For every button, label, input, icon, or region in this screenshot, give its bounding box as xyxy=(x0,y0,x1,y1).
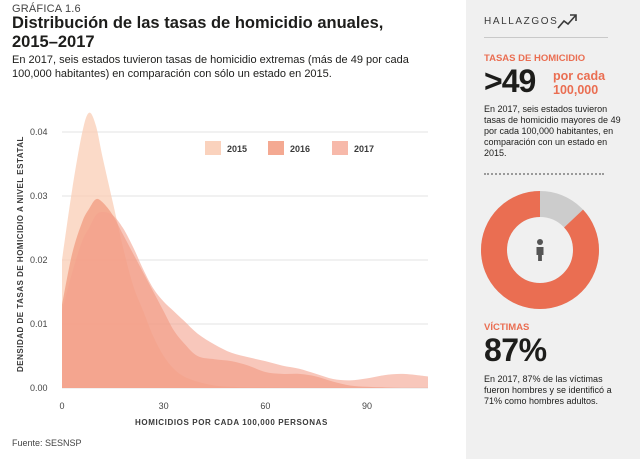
findings-sidebar: HALLAZGOS TASAS DE HOMICIDIO >49 por cad… xyxy=(466,0,640,459)
dotted-divider xyxy=(484,173,604,175)
legend-label-2016: 2016 xyxy=(290,144,310,154)
victims-value: 87% xyxy=(484,332,547,368)
findings-title: HALLAZGOS xyxy=(484,16,559,27)
legend-label-2015: 2015 xyxy=(227,144,247,154)
y-tick-label: 0.02 xyxy=(30,255,48,265)
homicide-rate-description: En 2017, seis estados tuvieron tasas de … xyxy=(484,104,621,158)
x-tick-label: 0 xyxy=(59,401,64,411)
graphic-label: GRÁFICA 1.6 xyxy=(12,3,81,15)
legend-swatch-2015 xyxy=(205,141,221,155)
y-tick-label: 0.01 xyxy=(30,319,48,329)
y-tick-label: 0.00 xyxy=(30,383,48,393)
homicide-rate-unit-2: 100,000 xyxy=(553,83,599,97)
chart-subtitle: En 2017, seis estados tuvieron tasas de … xyxy=(12,54,409,80)
victims-description: En 2017, 87% de las víctimas fueron homb… xyxy=(484,374,612,406)
legend-swatch-2017 xyxy=(332,141,348,155)
chart-panel: GRÁFICA 1.6 Distribución de las tasas de… xyxy=(12,3,428,448)
y-tick-label: 0.03 xyxy=(30,191,48,201)
y-tick-label: 0.04 xyxy=(30,127,48,137)
trend-up-icon xyxy=(557,14,577,29)
homicide-rate-label: TASAS DE HOMICIDIO xyxy=(484,53,586,64)
x-tick-label: 60 xyxy=(260,401,270,411)
source-note: Fuente: SESNSP xyxy=(12,438,82,448)
person-icon xyxy=(536,239,544,261)
density-area-2017 xyxy=(62,212,428,388)
density-chart: 0.00 0.01 0.02 0.03 0.04 0 30 60 90 2015 2016 2017 xyxy=(30,112,428,411)
x-axis-label: HOMICIDIOS POR CADA 100,000 PERSONAS xyxy=(135,418,328,427)
homicide-rate-unit-1: por cada xyxy=(553,69,606,83)
legend-label-2017: 2017 xyxy=(354,144,374,154)
divider xyxy=(484,37,608,38)
victims-label: VÍCTIMAS xyxy=(484,322,530,333)
victims-donut-chart xyxy=(481,191,599,309)
y-axis-label: DENSIDAD DE TASAS DE HOMICIDIO A NIVEL E… xyxy=(16,136,25,372)
x-tick-label: 30 xyxy=(159,401,169,411)
chart-title: Distribución de las tasas de homicidio a… xyxy=(12,14,384,51)
donut-men-arc xyxy=(481,191,599,309)
x-tick-label: 90 xyxy=(362,401,372,411)
legend-swatch-2016 xyxy=(268,141,284,155)
homicide-rate-value: >49 xyxy=(484,63,536,99)
